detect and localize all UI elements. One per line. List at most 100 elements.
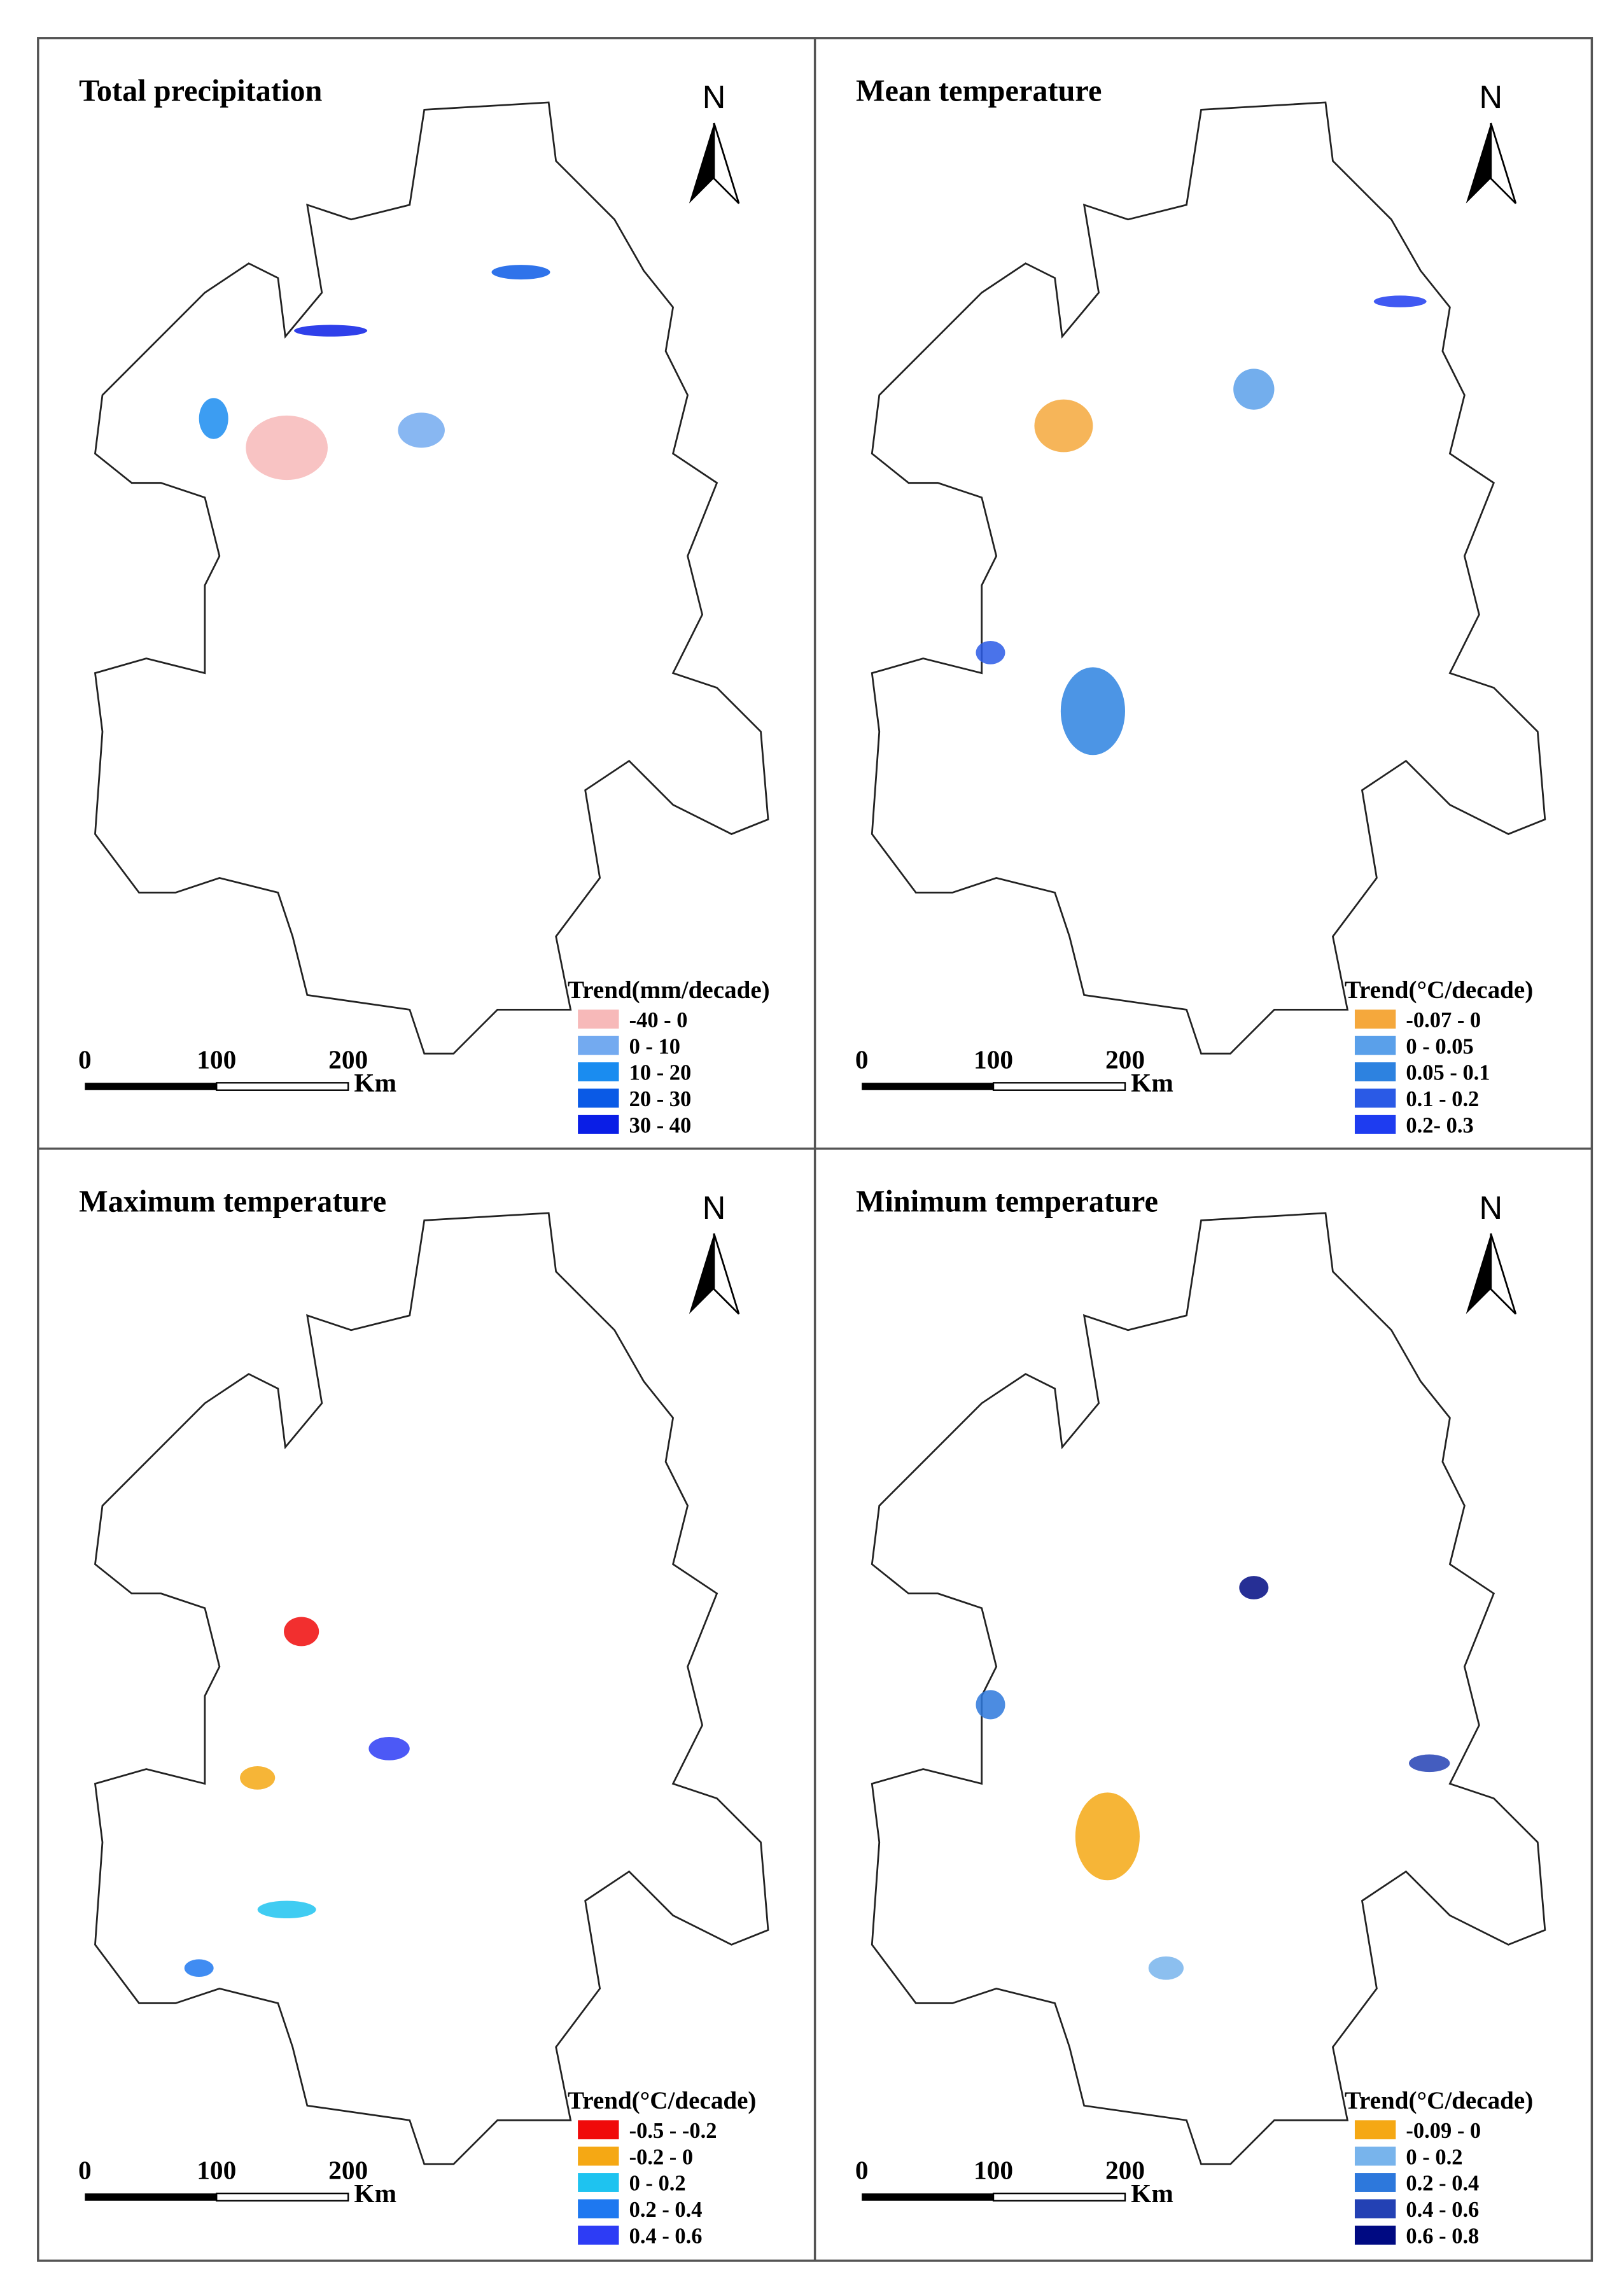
legend-label: 30 - 40 (629, 1113, 692, 1137)
legend-swatch (578, 1009, 619, 1029)
legend-label: 20 - 30 (629, 1087, 692, 1111)
legend-swatch (578, 2120, 619, 2140)
north-label: N (703, 79, 726, 115)
legend-swatch (578, 2225, 619, 2245)
legend-label: 0.1 - 0.2 (1406, 1087, 1479, 1111)
legend-swatch (1354, 2199, 1396, 2219)
scale-label: 200 (328, 2155, 368, 2184)
trend-patch (976, 1690, 1005, 1720)
legend-label: -0.07 - 0 (1406, 1008, 1481, 1032)
north-arrow (1490, 122, 1517, 204)
map-panel: Total precipitation N Trend(mm/decade) -40 … (78, 74, 770, 1138)
region-outline (871, 101, 1546, 1055)
legend-swatch (578, 2173, 619, 2192)
north-arrow (689, 1233, 714, 1314)
north-label: N (1479, 79, 1502, 115)
scale-unit: Km (354, 2179, 396, 2208)
trend-patch (1409, 1754, 1450, 1773)
map-panel: Minimum temperature N Trend(°C/decade) -0.0… (855, 1185, 1546, 2248)
scale-bar (216, 1082, 349, 1091)
trend-patch (1075, 1792, 1140, 1881)
legend-title: Trend(°C/decade) (1345, 976, 1533, 1004)
legend-title: Trend(°C/decade) (1345, 2087, 1533, 2114)
legend-label: -0.5 - -0.2 (629, 2119, 717, 2143)
north-arrow (689, 123, 714, 204)
scale-label: 100 (197, 2155, 236, 2184)
trend-patch (184, 1959, 214, 1977)
trend-patch (284, 1617, 319, 1647)
scale-bar (862, 1083, 994, 1090)
map-panel: Mean temperature N Trend(°C/decade) -0.07 -… (855, 74, 1546, 1137)
legend-swatch (1354, 1036, 1396, 1055)
scale-label: 0 (78, 1044, 92, 1074)
trend-patch (1034, 399, 1093, 453)
scale-label: 200 (1105, 1044, 1145, 1074)
scale-unit: Km (1131, 2179, 1173, 2208)
trend-patch (1373, 295, 1427, 307)
legend-swatch (1354, 2225, 1396, 2245)
legend-label: -0.2 - 0 (629, 2145, 694, 2169)
legend-label: 10 - 20 (629, 1061, 692, 1085)
legend-label: 0 - 10 (629, 1034, 680, 1058)
north-label: N (703, 1190, 726, 1226)
legend-label: 0.05 - 0.1 (1406, 1061, 1490, 1085)
legend-label: -40 - 0 (629, 1008, 688, 1032)
scale-label: 100 (974, 2155, 1013, 2184)
legend-label: -0.09 - 0 (1406, 2119, 1481, 2143)
scale-label: 0 (855, 2155, 869, 2184)
scale-bar (862, 2193, 994, 2201)
legend-swatch (578, 1114, 619, 1134)
legend-label: 0 - 0.2 (629, 2172, 686, 2196)
legend-label: 0.4 - 0.6 (629, 2224, 703, 2248)
legend-swatch (1354, 2146, 1396, 2166)
panel-title: Minimum temperature (856, 1185, 1158, 1219)
legend-swatch (1354, 2120, 1396, 2140)
trend-patch (199, 398, 228, 439)
trend-patch (491, 265, 550, 280)
scale-bar (992, 1082, 1126, 1091)
north-arrow (1466, 123, 1491, 204)
legend-label: 0.2 - 0.4 (629, 2198, 703, 2222)
legend-title: Trend(°C/decade) (568, 2087, 756, 2114)
panel-title: Maximum temperature (79, 1185, 386, 1219)
panel-title: Mean temperature (856, 74, 1102, 108)
scale-bar (992, 2193, 1126, 2202)
north-arrow (1466, 1233, 1491, 1314)
legend-label: 0 - 0.2 (1406, 2145, 1462, 2169)
trend-patch (1060, 667, 1125, 755)
legend-swatch (1354, 1009, 1396, 1029)
legend-swatch (578, 1088, 619, 1108)
region-outline (94, 1212, 769, 2165)
scale-label: 100 (974, 1044, 1013, 1074)
legend-label: 0.6 - 0.8 (1406, 2224, 1479, 2248)
scale-bar (216, 2193, 349, 2202)
north-label: N (1479, 1190, 1502, 1226)
trend-patch (294, 325, 368, 337)
trend-patch (398, 412, 445, 448)
legend-swatch (578, 1062, 619, 1081)
legend-label: 0.4 - 0.6 (1406, 2198, 1479, 2222)
scale-bar (85, 2193, 217, 2201)
map-panel: Maximum temperature N Trend(°C/decade) -0.5… (78, 1185, 769, 2248)
panel-title: Total precipitation (79, 74, 322, 108)
legend-label: 0.2- 0.3 (1406, 1113, 1473, 1137)
legend-swatch (1354, 1088, 1396, 1108)
trend-patch (1148, 1956, 1184, 1980)
scale-bar (85, 1083, 217, 1090)
trend-patch (1233, 369, 1275, 410)
legend-swatch (578, 1036, 619, 1055)
scale-label: 100 (197, 1044, 236, 1074)
scale-unit: Km (1131, 1068, 1173, 1097)
trend-patch (976, 640, 1005, 664)
north-arrow (1490, 1233, 1517, 1315)
scale-label: 0 (78, 2155, 92, 2184)
trend-patch (240, 1766, 276, 1790)
legend-label: 0.2 - 0.4 (1406, 2172, 1479, 2196)
legend-swatch (1354, 2173, 1396, 2192)
scale-unit: Km (354, 1068, 396, 1097)
legend-swatch (578, 2146, 619, 2166)
trend-patch (1239, 1576, 1269, 1599)
scale-label: 200 (1105, 2155, 1145, 2184)
